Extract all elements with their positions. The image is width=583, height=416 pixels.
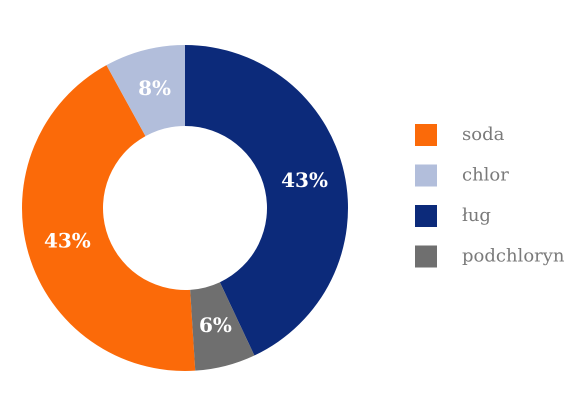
legend-label: ług	[462, 205, 491, 226]
value-label: 43%	[281, 168, 328, 192]
donut-slice	[190, 282, 255, 371]
legend-swatch	[415, 245, 437, 268]
value-label: 6%	[199, 313, 232, 337]
donut-slice	[185, 45, 348, 356]
legend-label: soda	[462, 124, 505, 145]
value-label: 43%	[44, 229, 91, 253]
legend-label: chlor	[462, 165, 509, 186]
value-label: 8%	[138, 76, 171, 100]
legend-swatch	[415, 164, 437, 187]
donut-slice	[106, 45, 185, 137]
legend-swatch	[415, 124, 437, 146]
legend-swatch	[415, 205, 437, 227]
legend-label: podchloryn	[462, 246, 565, 267]
donut-slice	[21, 65, 196, 371]
